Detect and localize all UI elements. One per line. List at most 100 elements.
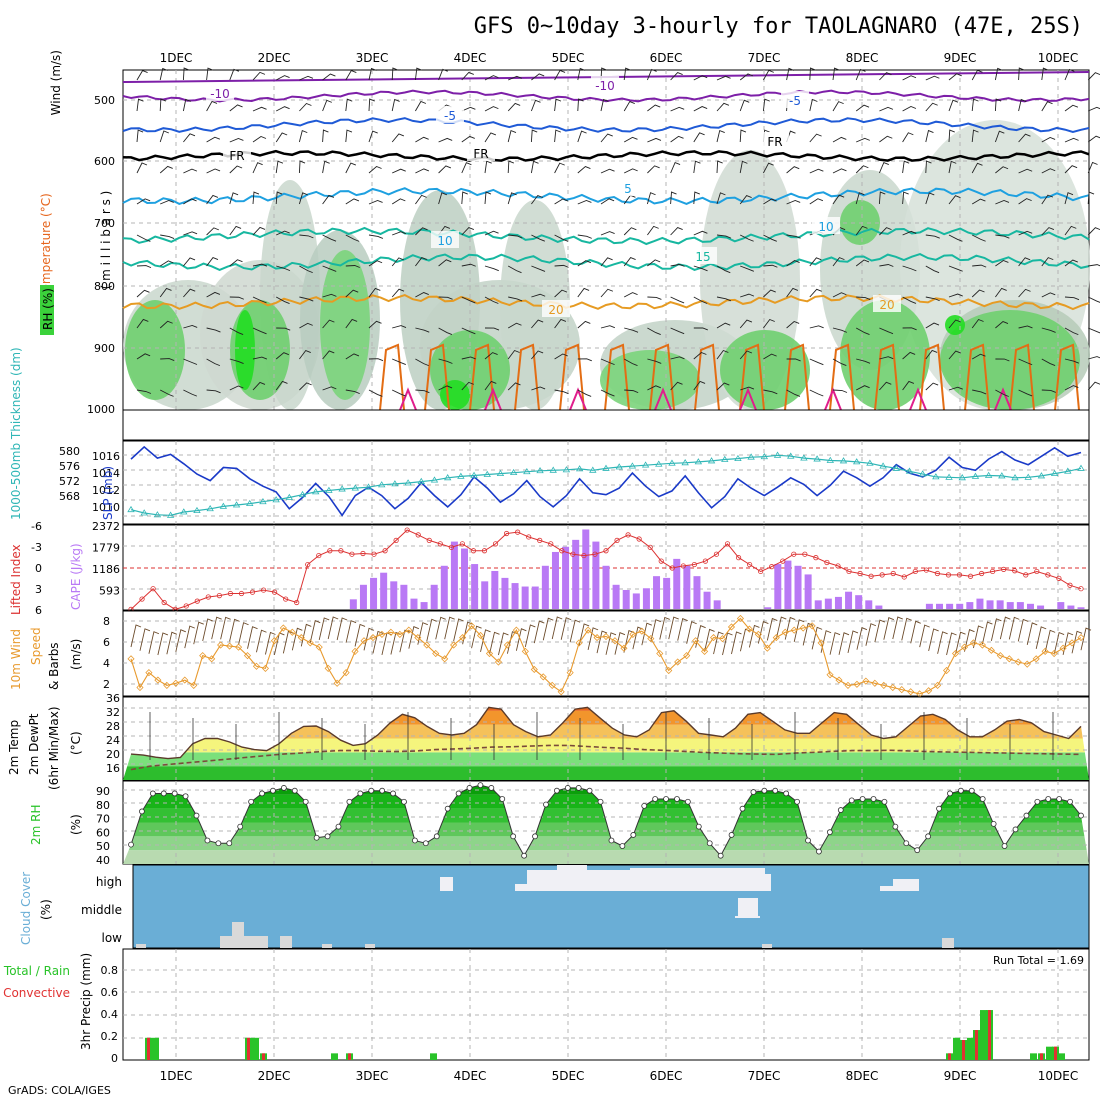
wind-barb-369	[902, 327, 917, 331]
cape-bar-45	[582, 529, 590, 609]
wind-marker-95	[978, 641, 986, 649]
rh-marker-16	[302, 798, 309, 805]
rh-marker-86	[1067, 798, 1073, 805]
rh-marker-67	[859, 796, 866, 802]
wind-barb-328	[925, 296, 940, 302]
li-marker-22	[371, 551, 377, 557]
cape-bar-30	[430, 584, 438, 609]
rh-band-1	[123, 836, 1089, 851]
wind-barb-352	[507, 322, 522, 329]
wind-barb-33	[902, 75, 917, 81]
rh-marker-76	[957, 787, 964, 794]
wind-barb-302	[322, 293, 337, 298]
wind-barb-455	[948, 386, 963, 391]
temp-contour-FR	[122, 149, 1090, 162]
wind-barb-209	[1087, 191, 1095, 205]
sfc-barb-22	[327, 616, 339, 640]
wind-barb-211	[160, 234, 175, 239]
wind-barb-413	[948, 350, 961, 360]
wind-marker-8	[199, 652, 207, 660]
contour-label-9: 10	[818, 220, 833, 234]
rh-marker-43	[597, 798, 604, 805]
thickness-marker-59	[905, 467, 914, 474]
cloud-block-12	[232, 922, 244, 948]
li-marker-61	[802, 551, 808, 557]
li-marker-15	[294, 599, 300, 606]
thickness-marker-36	[602, 464, 610, 471]
wind-barb-51	[345, 98, 353, 112]
thickness-marker-38	[628, 462, 637, 469]
wind-barb-37	[994, 67, 1003, 81]
li-marker-43	[603, 548, 609, 554]
cape-bar-35	[481, 581, 489, 609]
rh-marker-66	[848, 797, 855, 804]
wind-barb-90	[275, 132, 288, 143]
wind-barb-226	[508, 234, 523, 239]
wind-barb-241	[855, 225, 868, 236]
wind-barb-456	[972, 389, 987, 395]
wind-barb-445	[716, 382, 730, 391]
contour-label-5: FR	[473, 147, 488, 161]
wind-barb-235	[716, 234, 732, 239]
wind-barb-137	[392, 168, 406, 174]
li-marker-69	[890, 570, 896, 577]
wind-barb-89	[252, 135, 267, 143]
thickness-marker-69	[1037, 472, 1046, 479]
precip-bar-7	[430, 1053, 437, 1060]
li-marker-11	[249, 589, 256, 595]
pressure-ticks: 500 600 700 800 900 1000	[87, 94, 115, 416]
rh-marker-55	[728, 832, 735, 838]
sfc-barb-39	[480, 629, 491, 652]
cape-bar-51	[642, 588, 650, 609]
wind-barb-43	[159, 98, 167, 112]
thickness-marker-70	[1050, 469, 1059, 476]
sfc-barb-66	[722, 632, 733, 656]
rh-marker-13	[270, 787, 276, 794]
wind-marker-34	[432, 649, 440, 658]
sfc-barb-34	[435, 616, 446, 640]
contour-label-bg-3	[781, 91, 809, 108]
wind-barb-93	[345, 129, 353, 143]
rh-marker-29	[444, 805, 451, 812]
rh-marker-61	[794, 798, 800, 805]
sfc-barb-93	[964, 629, 975, 652]
wind-barb-63	[623, 101, 635, 112]
sfc-barb-36	[453, 618, 464, 642]
cape-bar-31	[440, 565, 448, 609]
li-marker-64	[835, 563, 841, 569]
li-marker-9	[227, 590, 234, 597]
wind-barb-69	[762, 98, 770, 112]
wind-barb-286	[925, 265, 940, 274]
warm-contour-14	[1009, 343, 1035, 411]
wind-barb-383	[252, 356, 268, 360]
wind-barb-180	[415, 194, 427, 205]
wind-barb-166	[1064, 165, 1078, 174]
li-marker-72	[923, 567, 929, 573]
rh-marker-81	[1012, 826, 1019, 833]
wind-barb-238	[786, 234, 801, 239]
wind-barb-314	[600, 288, 614, 298]
contour-label-4: FR	[229, 149, 244, 163]
wind-barb-374	[1018, 325, 1033, 329]
wind-barb-237	[763, 234, 777, 242]
wind-marker-87	[907, 688, 915, 696]
wind-barb-334	[1064, 296, 1080, 301]
rh-marker-75	[947, 790, 953, 797]
upper-air-bottom-gap	[122, 409, 1090, 441]
wind-barb-327	[902, 296, 917, 304]
wind-barb-458	[1018, 389, 1033, 397]
wind-barb-154	[786, 166, 800, 174]
wind-marker-89	[925, 687, 933, 695]
wind-barb-452	[879, 381, 892, 391]
wind-barb-220	[368, 234, 384, 239]
wind-marker-9	[208, 655, 216, 663]
wind-barb-301	[299, 296, 314, 302]
li-marker-63	[824, 559, 830, 566]
wind-barb-78	[971, 98, 979, 112]
wind-barb-39	[1041, 67, 1049, 81]
rh-tick-60: 60	[96, 826, 110, 839]
wind-barb-308	[461, 296, 476, 304]
rh-marker-24	[390, 790, 396, 797]
cape-bar-66	[794, 565, 802, 609]
wind-barb-74	[879, 106, 894, 112]
